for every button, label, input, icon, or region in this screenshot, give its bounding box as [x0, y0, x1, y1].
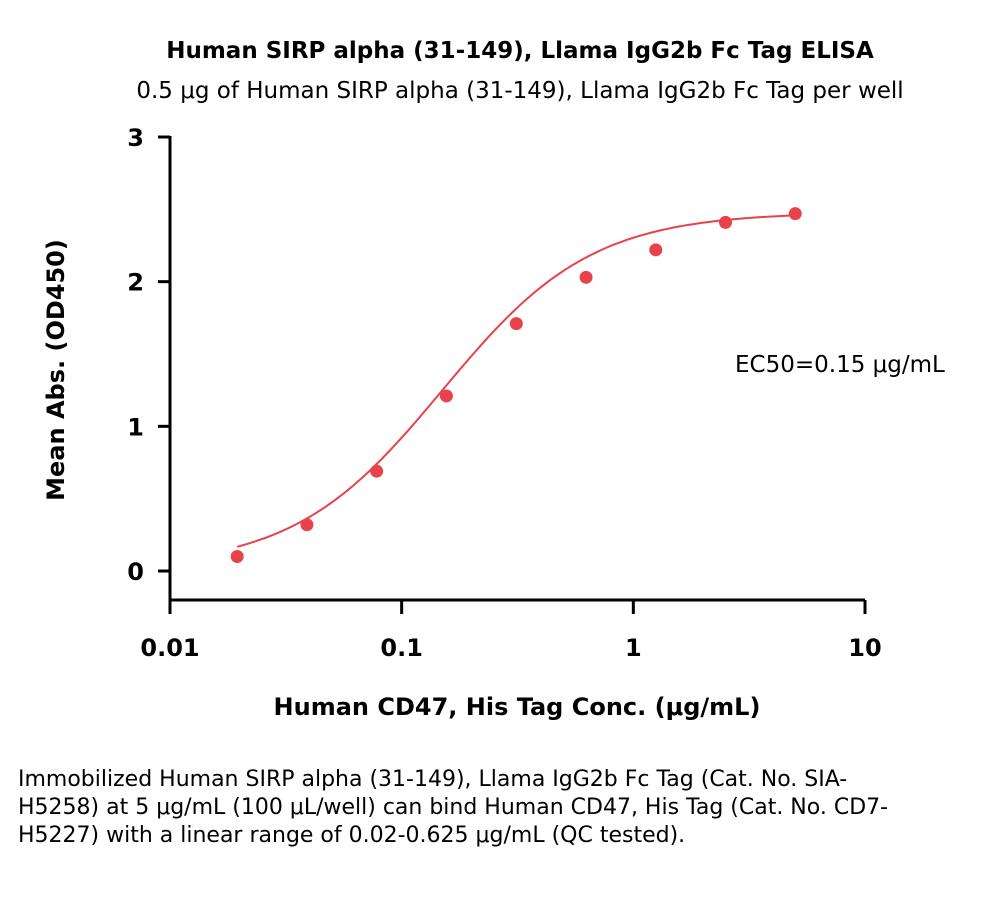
y-axis-ticks: 0 1 2 3 — [127, 124, 170, 586]
x-axis-ticks: 0.01 0.1 1 10 — [140, 600, 882, 662]
x-tick-label: 0.01 — [140, 634, 199, 662]
data-point — [719, 215, 733, 229]
fit-curve — [236, 214, 796, 548]
data-point — [300, 518, 314, 532]
data-point — [579, 270, 593, 284]
x-axis-label: Human CD47, His Tag Conc. (μg/mL) — [274, 693, 761, 721]
data-point — [439, 389, 453, 403]
figure-caption: Immobilized Human SIRP alpha (31-149), L… — [18, 767, 889, 848]
y-tick-label: 3 — [127, 124, 144, 152]
y-tick-label: 1 — [127, 413, 144, 441]
x-tick-label: 0.1 — [380, 634, 423, 662]
ec50-annotation: EC50=0.15 μg/mL — [735, 352, 945, 378]
data-point — [230, 550, 244, 564]
data-point — [649, 243, 663, 257]
y-tick-label: 0 — [127, 558, 144, 586]
x-tick-label: 1 — [625, 634, 642, 662]
y-tick-label: 2 — [127, 269, 144, 297]
chart-subtitle: 0.5 μg of Human SIRP alpha (31-149), Lla… — [136, 78, 904, 104]
x-tick-label: 10 — [848, 634, 881, 662]
data-point — [788, 207, 802, 221]
elisa-chart: 0 1 2 3 0.01 0.1 1 10 Human CD47, His Tag Conc… — [42, 124, 945, 721]
chart-title: Human SIRP alpha (31-149), Llama IgG2b F… — [166, 38, 874, 64]
data-points — [230, 207, 802, 564]
data-point — [370, 464, 384, 478]
data-point — [509, 317, 523, 331]
y-axis-label: Mean Abs. (OD450) — [42, 239, 70, 501]
